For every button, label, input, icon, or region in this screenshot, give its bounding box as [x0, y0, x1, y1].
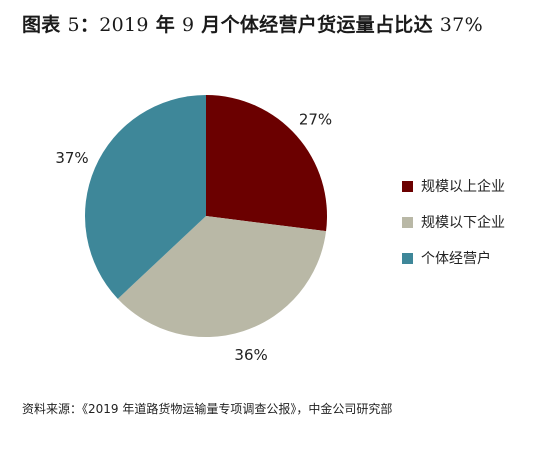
title-year-unit: 年 — [155, 14, 176, 36]
legend-swatch-1 — [402, 216, 413, 228]
legend-swatch-2 — [402, 252, 413, 264]
title-month: 9 — [181, 14, 195, 36]
pie-slice-0 — [206, 95, 328, 232]
legend-label-1: 规模以下企业 — [421, 215, 505, 231]
legend-label-0: 规模以上企业 — [421, 179, 505, 195]
legend-label-2: 个体经营户 — [421, 251, 491, 267]
legend-item-2: 个体经营户 — [402, 240, 505, 276]
title-colon: ： — [79, 14, 100, 36]
pie-data-labels: 27% 36% 37% — [55, 110, 332, 364]
data-label-2: 37% — [55, 149, 88, 167]
pie-slice-1 — [117, 216, 327, 338]
legend-item-0: 规模以上企业 — [402, 168, 505, 204]
pie-slice-2 — [84, 95, 206, 299]
chart-title: 图表 5：2019 年 9 月个体经营户货运量占比达 37% — [22, 10, 542, 37]
data-label-1: 36% — [234, 346, 267, 364]
legend-item-1: 规模以下企业 — [402, 204, 505, 240]
title-prefix: 图表 — [22, 14, 61, 36]
chart-legend: 规模以上企业 规模以下企业 个体经营户 — [402, 168, 505, 276]
title-number: 5 — [67, 14, 80, 36]
title-month-text: 月个体经营户货运量占比达 — [201, 14, 433, 36]
pie-slices — [84, 95, 328, 338]
title-year: 2019 — [99, 14, 149, 36]
title-value: 37% — [439, 14, 483, 36]
data-label-0: 27% — [299, 110, 332, 128]
legend-swatch-0 — [402, 180, 413, 192]
source-note: 资料来源：《2019 年道路货物运输量专项调查公报》，中金公司研究部 — [22, 402, 393, 416]
